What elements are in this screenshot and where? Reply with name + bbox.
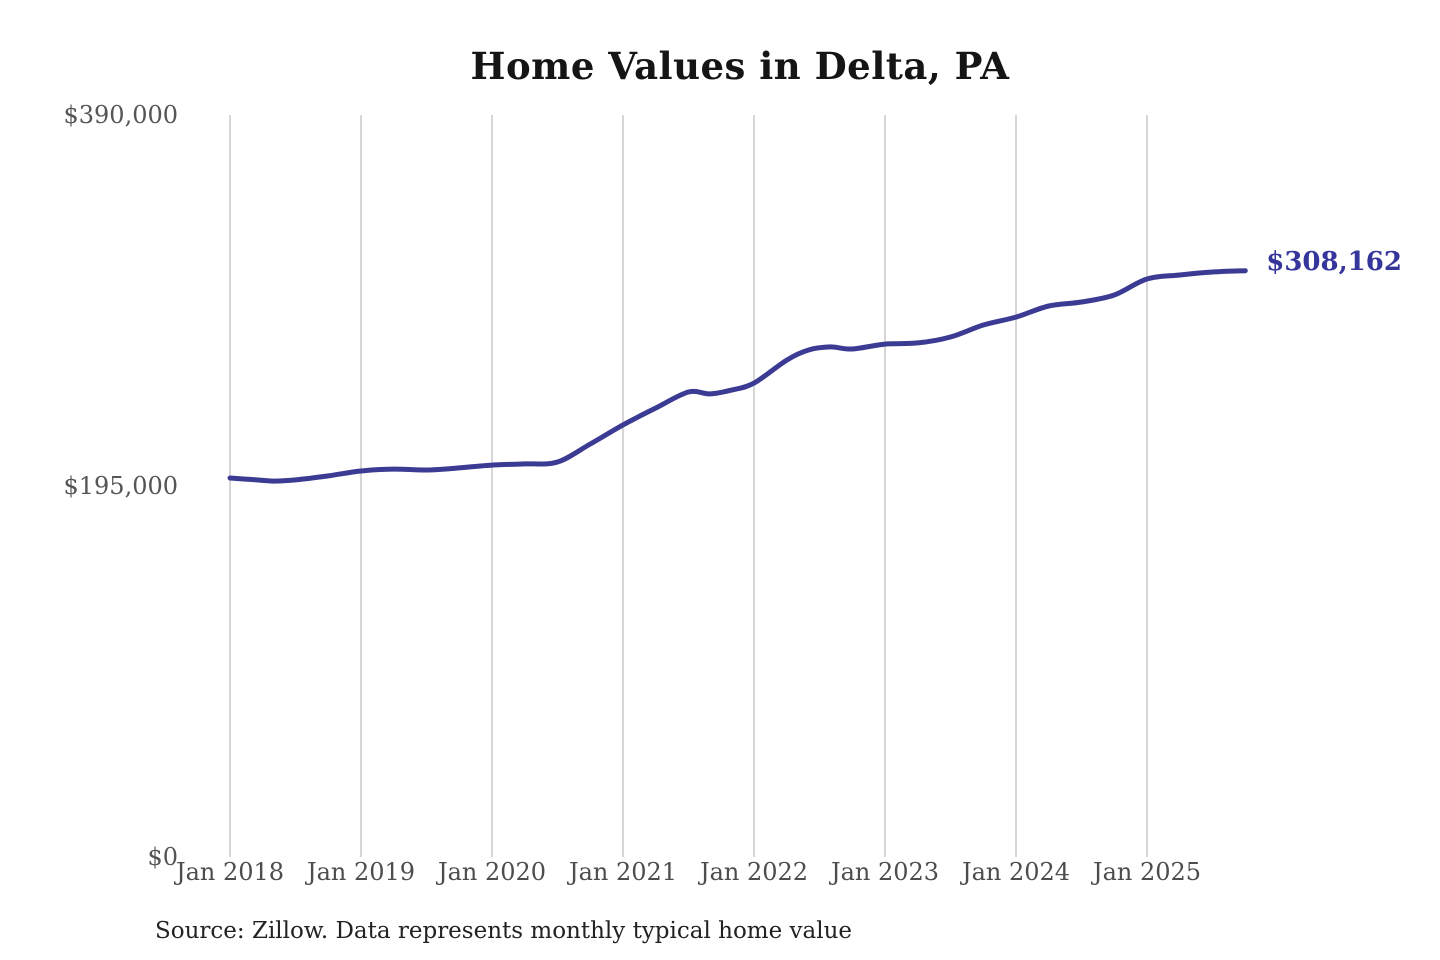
latest-value-label: $308,162 [1266,246,1402,277]
source-note: Source: Zillow. Data represents monthly … [155,918,853,944]
x-tick-label: Jan 2025 [1092,858,1202,886]
x-tick-label: Jan 2019 [306,858,416,886]
x-tick-label: Jan 2021 [568,858,678,886]
y-tick-label: $0 [147,843,178,871]
y-tick-label: $390,000 [63,101,178,129]
home-value-line [227,268,1248,484]
y-tick-label: $195,000 [63,472,178,500]
x-tick-label: Jan 2024 [961,858,1071,886]
x-tick-label: Jan 2020 [437,858,547,886]
chart-title: Home Values in Delta, PA [470,44,1010,88]
x-tick-label: Jan 2023 [830,858,940,886]
x-tick-label: Jan 2022 [699,858,809,886]
gridline-group [229,115,1148,857]
x-tick-label: Jan 2018 [175,858,285,886]
